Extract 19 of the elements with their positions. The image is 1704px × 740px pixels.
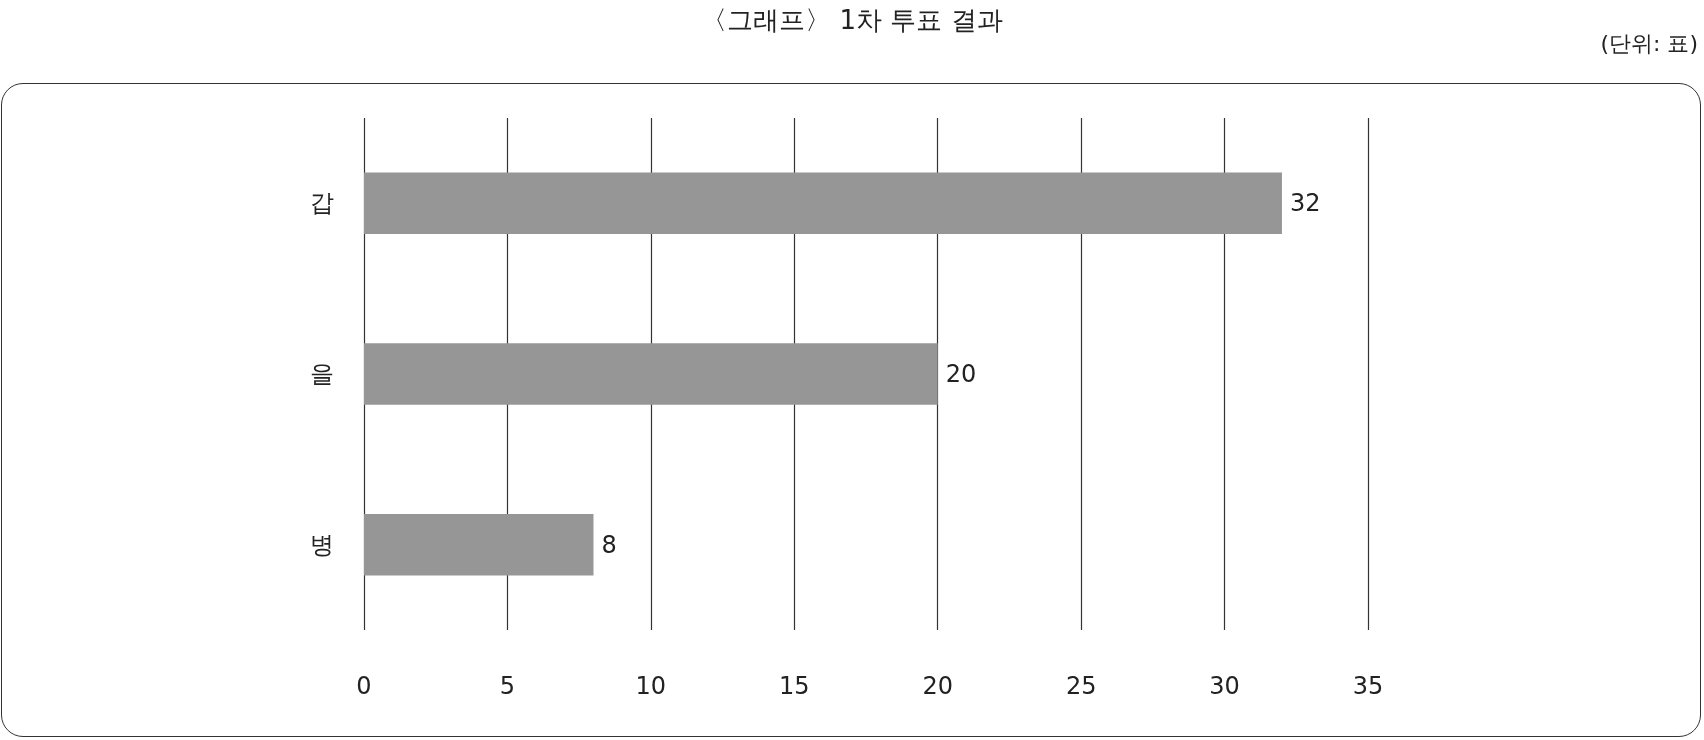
bar — [364, 513, 594, 576]
data-label: 20 — [945, 360, 977, 388]
x-tick-label: 10 — [635, 672, 667, 700]
bar — [364, 343, 938, 405]
data-label: 8 — [601, 530, 617, 559]
x-tick-label: 35 — [1352, 672, 1384, 700]
data-label: 32 — [1289, 189, 1321, 218]
y-tick-label: 을 — [310, 360, 334, 388]
y-tick-label: 갑 — [310, 189, 334, 218]
x-tick-label: 5 — [499, 672, 516, 700]
x-tick-label: 15 — [779, 672, 810, 700]
x-tick-label: 25 — [1065, 672, 1097, 700]
text: (단위: 표) — [1600, 30, 1699, 56]
y-tick-label: 병 — [310, 530, 334, 559]
x-tick-label: 20 — [922, 672, 953, 700]
chart-title: 〈그래프〉 1차 투표 결과 — [701, 5, 1003, 35]
x-tick-label: 0 — [356, 672, 372, 700]
bar — [364, 172, 1282, 235]
x-tick-label: 30 — [1209, 672, 1240, 700]
